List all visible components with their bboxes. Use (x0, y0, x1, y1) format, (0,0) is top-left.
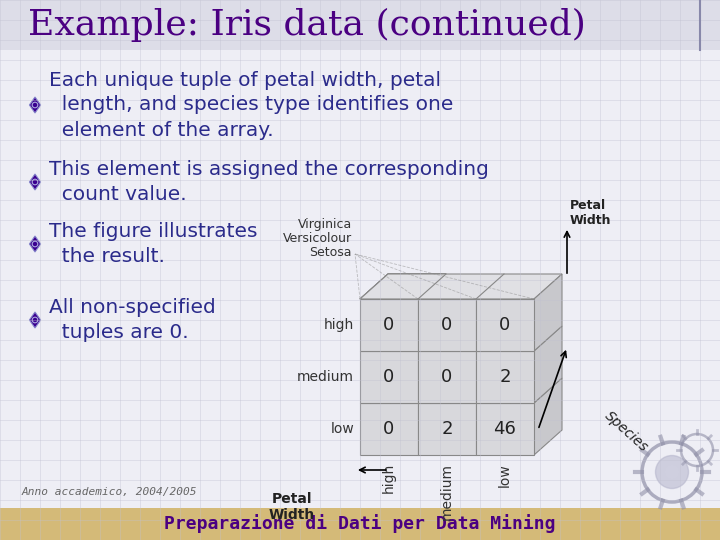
Polygon shape (360, 274, 562, 299)
Bar (418, 351, 476, 403)
Text: medium: medium (297, 370, 354, 384)
Circle shape (655, 456, 688, 489)
Text: 0: 0 (383, 420, 395, 438)
Text: 0: 0 (441, 368, 453, 386)
Text: medium: medium (440, 463, 454, 520)
Text: This element is assigned the corresponding
  count value.: This element is assigned the correspondi… (49, 160, 489, 204)
Text: 0: 0 (383, 368, 395, 386)
Polygon shape (30, 97, 40, 113)
Text: low: low (330, 422, 354, 436)
Text: 2: 2 (441, 420, 453, 438)
Text: high: high (382, 463, 396, 493)
Bar (360, 403, 418, 455)
Text: 2: 2 (499, 368, 510, 386)
Bar (418, 299, 476, 351)
Polygon shape (534, 274, 562, 351)
Bar (360, 351, 418, 403)
Polygon shape (534, 378, 562, 455)
Text: high: high (324, 318, 354, 332)
Circle shape (666, 466, 678, 478)
Bar (476, 403, 534, 455)
Polygon shape (360, 274, 446, 299)
Text: Species: Species (602, 408, 651, 455)
Bar (360, 299, 418, 351)
Text: Each unique tuple of petal width, petal
  length, and species type identifies on: Each unique tuple of petal width, petal … (49, 71, 454, 139)
Text: 0: 0 (500, 316, 510, 334)
Text: Petal
Width: Petal Width (570, 199, 611, 227)
Bar (0, 0, 720, 50)
Bar (476, 299, 534, 351)
Polygon shape (360, 274, 446, 299)
Text: Anno accademico, 2004/2005: Anno accademico, 2004/2005 (22, 487, 197, 497)
Text: The figure illustrates
  the result.: The figure illustrates the result. (49, 222, 258, 266)
Polygon shape (534, 326, 562, 403)
Bar (476, 351, 534, 403)
Polygon shape (360, 274, 446, 299)
Text: Setosa: Setosa (310, 246, 352, 259)
Bar (0, 508, 720, 540)
Text: 46: 46 (494, 420, 516, 438)
Text: Versicolour: Versicolour (283, 232, 352, 245)
Text: Virginica: Virginica (298, 218, 352, 231)
Polygon shape (30, 236, 40, 252)
Text: 0: 0 (383, 316, 395, 334)
Text: Example: Iris data (continued): Example: Iris data (continued) (28, 8, 586, 42)
Text: low: low (498, 463, 512, 487)
Text: Petal
Width: Petal Width (269, 492, 315, 522)
Text: 0: 0 (441, 316, 453, 334)
Text: All non-specified
  tuples are 0.: All non-specified tuples are 0. (49, 298, 216, 342)
Bar (418, 403, 476, 455)
Polygon shape (30, 312, 40, 328)
Polygon shape (30, 174, 40, 190)
Text: Preparazione di Dati per Data Mining: Preparazione di Dati per Data Mining (164, 515, 556, 534)
